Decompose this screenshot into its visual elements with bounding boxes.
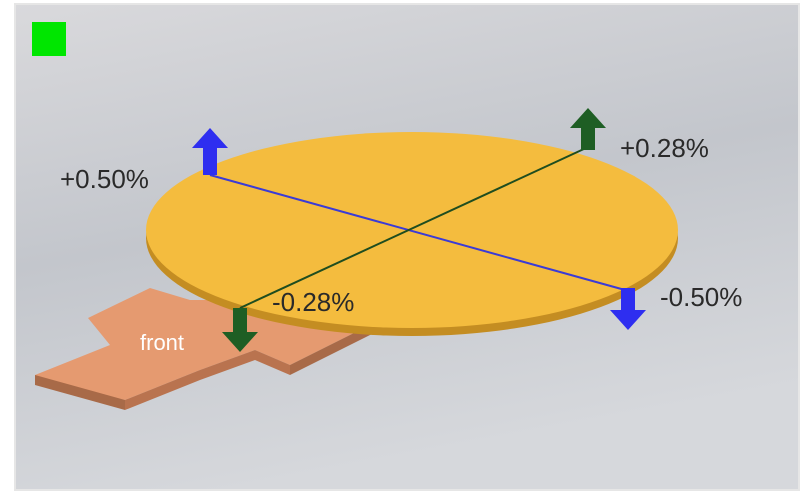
tilt-label: -0.50% xyxy=(660,282,742,312)
down-arrow xyxy=(222,308,258,352)
disc xyxy=(146,132,678,336)
tilt-label: +0.50% xyxy=(60,164,149,194)
status-indicator xyxy=(32,22,66,56)
tilt-label: +0.28% xyxy=(620,133,709,163)
base-label: front xyxy=(140,330,184,355)
tilt-label: -0.28% xyxy=(272,287,354,317)
axis-line xyxy=(209,174,626,291)
axis-line xyxy=(239,147,587,309)
down-arrow xyxy=(610,288,646,330)
up-arrow xyxy=(192,128,228,175)
up-arrow xyxy=(570,108,606,150)
